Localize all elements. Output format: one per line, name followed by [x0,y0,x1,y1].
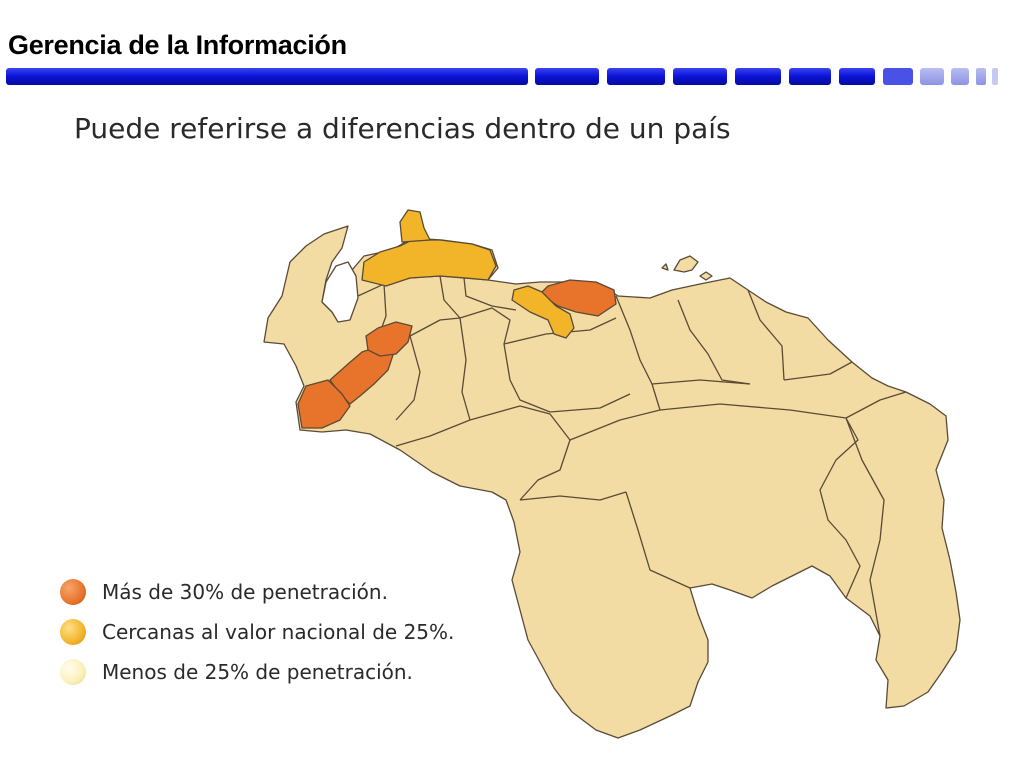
state-border [651,379,751,385]
state-border [519,413,571,501]
map-legend: Más de 30% de penetración. Cercanas al v… [60,572,454,692]
legend-item-mid: Cercanas al valor nacional de 25%. [60,612,454,652]
state-border [747,289,785,381]
state-border [677,299,751,385]
state-border [519,491,627,501]
state-border [569,403,861,599]
state-border [395,335,421,421]
state-border [615,295,661,411]
state-miranda-high [539,279,617,317]
island-margarita [673,255,699,273]
legend-label-mid: Cercanas al valor nacional de 25%. [102,620,455,644]
legend-swatch-low [60,659,86,685]
state-falcon-mid [361,239,497,287]
legend-item-low: Menos de 25% de penetración. [60,652,454,692]
state-tachira-high [297,379,351,429]
state-border [395,419,471,447]
legend-item-high: Más de 30% de penetración. [60,572,454,612]
header-title: Gerencia de la Información [8,30,347,60]
legend-swatch-mid [60,619,86,645]
legend-swatch-high [60,579,86,605]
island-coche [699,271,713,281]
state-border [845,391,907,419]
state-aragua-mid [511,285,575,339]
state-paraguana-mid [399,209,431,243]
legend-label-high: Más de 30% de penetración. [102,580,388,604]
state-border [625,491,691,589]
lake-maracaibo [321,261,359,323]
state-border [469,405,551,421]
state-border [845,417,885,637]
state-border [783,361,853,381]
state-border [459,317,471,421]
island-small [661,263,669,271]
legend-label-low: Menos de 25% de penetración. [102,660,413,684]
state-trujillo-high [365,321,413,357]
slide-subtitle: Puede referirse a diferencias dentro de … [74,112,731,145]
header-decoration-bar [6,68,998,85]
state-border [463,277,517,311]
state-border [439,275,461,319]
